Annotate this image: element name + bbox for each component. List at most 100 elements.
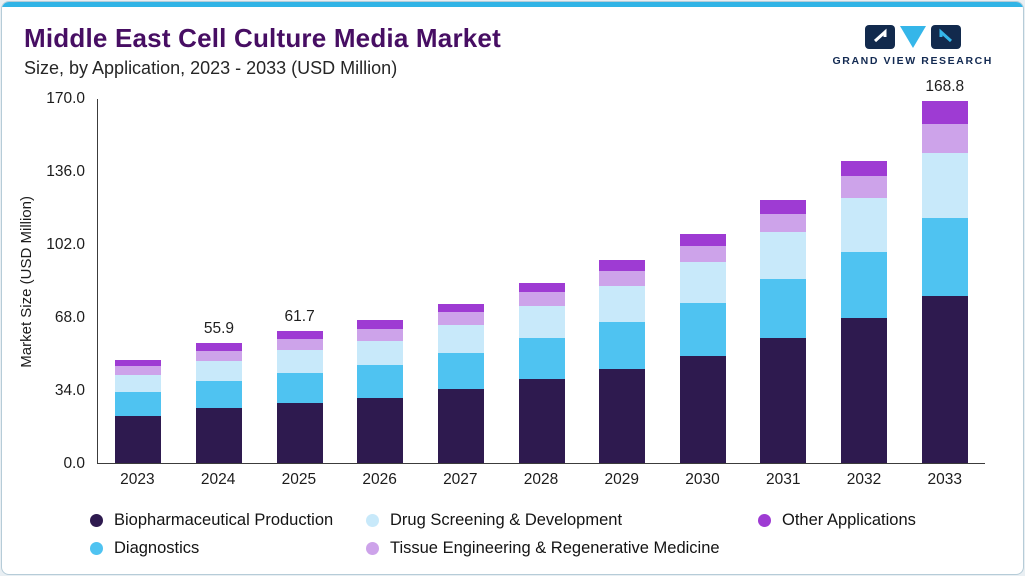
x-tick-2033: 2033 [927, 471, 962, 488]
bar-total-label-2033: 168.8 [925, 77, 965, 95]
segment-other-applications-2024 [195, 343, 242, 351]
legend-item-diagnostics: Diagnostics [90, 539, 366, 558]
legend-item-biopharmaceutical-production: Biopharmaceutical Production [90, 511, 366, 530]
segment-tissue-engineering-regenerative-medicine-2031 [760, 213, 807, 233]
segment-diagnostics-2030 [679, 303, 726, 356]
segment-diagnostics-2024 [195, 381, 242, 409]
segment-drug-screening-development-2027 [437, 324, 484, 353]
legend-item-drug-screening-development: Drug Screening & Development [366, 511, 758, 530]
x-tick-2024: 2024 [200, 471, 236, 488]
segment-other-applications-2031 [760, 200, 807, 214]
segment-drug-screening-development-2023 [115, 374, 162, 393]
bar-column-2027 [421, 99, 502, 463]
bar-column-2030 [662, 99, 743, 463]
bar-stack-2027 [437, 303, 484, 463]
x-tick-2023: 2023 [120, 471, 155, 488]
segment-drug-screening-development-2025 [276, 350, 323, 373]
x-axis-labels: 2023 2024 2025 2026 2027 2028 2029 2030 2031 2032… [97, 471, 985, 489]
segment-other-applications-2027 [437, 303, 484, 313]
segment-drug-screening-development-2026 [357, 340, 404, 366]
segment-tissue-engineering-regenerative-medicine-2024 [195, 350, 242, 361]
segment-tissue-engineering-regenerative-medicine-2032 [841, 176, 888, 198]
bar-total-label-2024: 55.9 [203, 320, 235, 338]
legend-dot-drug-screening-development [366, 514, 379, 527]
segment-biopharmaceutical-production-2032 [841, 318, 888, 463]
y-tick-170.0: 170.0 [46, 90, 85, 107]
bar-stack-2031 [760, 200, 807, 463]
segment-other-applications-2033 [921, 100, 968, 124]
segment-diagnostics-2026 [357, 365, 404, 398]
y-tick-136.0: 136.0 [46, 163, 85, 180]
bar-stack-2030 [679, 233, 726, 463]
legend-dot-other-applications [758, 514, 771, 527]
bar-stack-2033 [921, 100, 968, 463]
bar-column-2029 [582, 99, 663, 463]
y-tick-0.0: 0.0 [63, 455, 85, 472]
y-axis-label-wrap: Market Size (USD Million) [18, 99, 35, 464]
segment-diagnostics-2032 [841, 251, 888, 319]
segment-biopharmaceutical-production-2030 [679, 355, 726, 463]
bar-stack-2023 [115, 359, 162, 463]
grand-view-research-logo: GRAND VIEW RESEARCH [833, 23, 994, 67]
segment-tissue-engineering-regenerative-medicine-2030 [679, 245, 726, 262]
legend-dot-tissue-engineering-regenerative-medicine [366, 542, 379, 555]
segment-drug-screening-development-2032 [841, 197, 888, 252]
segment-tissue-engineering-regenerative-medicine-2026 [357, 328, 404, 341]
y-tick-34.0: 34.0 [54, 382, 85, 399]
bar-column-2031 [743, 99, 824, 463]
x-tick-2027: 2027 [443, 471, 478, 488]
segment-other-applications-2032 [841, 161, 888, 177]
legend-dot-diagnostics [90, 542, 103, 555]
page-subtitle: Size, by Application, 2023 - 2033 (USD M… [24, 58, 398, 78]
bar-column-2032 [824, 99, 905, 463]
segment-biopharmaceutical-production-2027 [437, 388, 484, 463]
bar-column-2033: 168.8 [904, 78, 985, 463]
segment-diagnostics-2023 [115, 392, 162, 416]
segment-biopharmaceutical-production-2033 [921, 295, 968, 463]
segment-drug-screening-development-2029 [599, 285, 646, 323]
segment-other-applications-2028 [518, 282, 565, 293]
x-tick-2032: 2032 [846, 471, 882, 488]
segment-biopharmaceutical-production-2031 [760, 338, 807, 463]
segment-diagnostics-2031 [760, 279, 807, 339]
segment-other-applications-2025 [276, 330, 323, 340]
legend-label-biopharmaceutical-production: Biopharmaceutical Production [114, 511, 334, 529]
top-accent-bar [2, 2, 1023, 7]
legend-label-other-applications: Other Applications [782, 511, 916, 529]
segment-tissue-engineering-regenerative-medicine-2023 [115, 366, 162, 375]
y-axis-ticks: 0.0 34.0 68.0 102.0 136.0 170.0 [35, 90, 97, 472]
bar-stack-2024 [195, 343, 242, 463]
segment-drug-screening-development-2028 [518, 306, 565, 339]
bar-total-label-2025: 61.7 [284, 307, 315, 325]
segment-tissue-engineering-regenerative-medicine-2025 [276, 339, 323, 351]
segment-tissue-engineering-regenerative-medicine-2028 [518, 292, 565, 307]
segment-biopharmaceutical-production-2025 [276, 402, 323, 463]
x-tick-2028: 2028 [523, 471, 559, 488]
y-axis-label: Market Size (USD Million) [18, 195, 35, 368]
segment-drug-screening-development-2031 [760, 232, 807, 280]
x-tick-2025: 2025 [281, 471, 317, 488]
legend-item-tissue-engineering-regenerative-medicine: Tissue Engineering & Regenerative Medici… [366, 539, 758, 558]
chart-header: Middle East Cell Culture Media Market Si… [2, 7, 1023, 79]
logo-mark-icon [864, 25, 961, 49]
segment-tissue-engineering-regenerative-medicine-2027 [437, 312, 484, 325]
segment-biopharmaceutical-production-2023 [115, 415, 162, 463]
segment-drug-screening-development-2030 [679, 261, 726, 304]
segment-other-applications-2030 [679, 233, 726, 246]
plot-area: 55.9 61.7 168.8 [97, 78, 985, 464]
x-tick-2029: 2029 [604, 471, 640, 488]
segment-tissue-engineering-regenerative-medicine-2029 [599, 270, 646, 286]
legend-label-tissue-engineering-regenerative-medicine: Tissue Engineering & Regenerative Medici… [390, 539, 720, 557]
segment-drug-screening-development-2024 [195, 360, 242, 382]
segment-biopharmaceutical-production-2026 [357, 397, 404, 463]
x-tick-2030: 2030 [685, 471, 720, 488]
y-tick-68.0: 68.0 [54, 309, 85, 326]
bar-column-2026 [340, 99, 421, 463]
legend-label-drug-screening-development: Drug Screening & Development [390, 511, 623, 529]
bar-stack-2028 [518, 282, 565, 463]
page-title: Middle East Cell Culture Media Market [24, 23, 501, 53]
segment-diagnostics-2033 [921, 218, 968, 296]
bar-stack-2025 [276, 330, 323, 463]
bar-column-2023 [98, 99, 179, 463]
